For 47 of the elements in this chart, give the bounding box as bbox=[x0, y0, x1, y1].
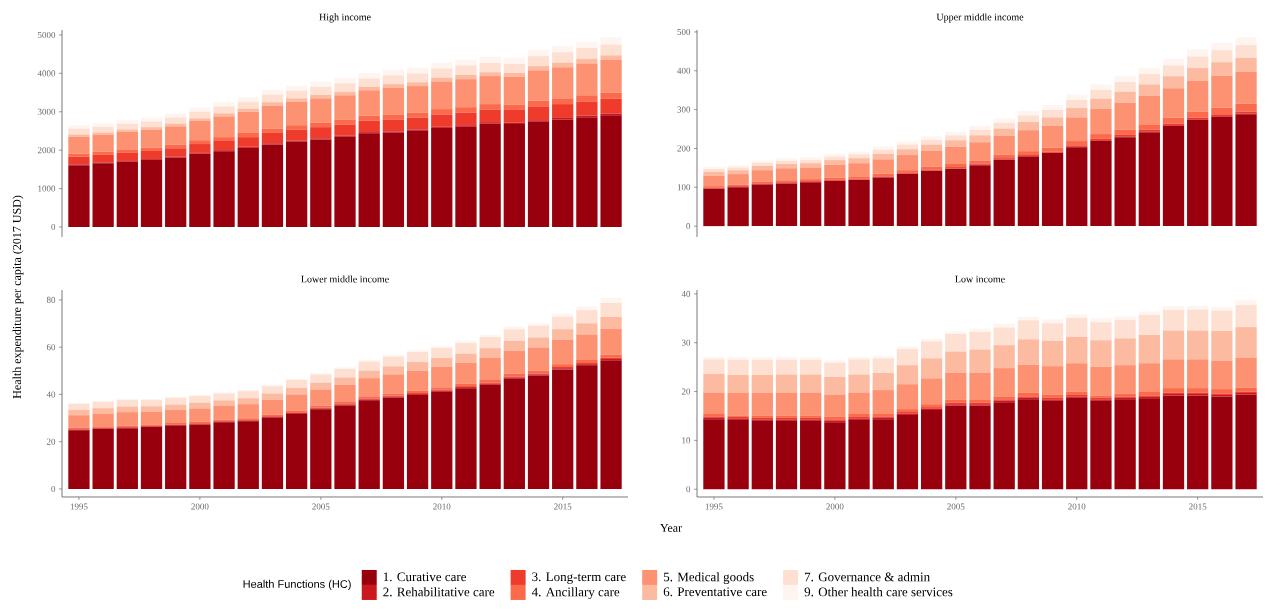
x-tick-label: 2015 bbox=[1189, 503, 1207, 510]
legend-label: 9. Other health care services bbox=[804, 587, 953, 597]
y-tick-label: 60 bbox=[46, 344, 56, 351]
y-tick-label: 40 bbox=[681, 290, 691, 297]
chart-title: Low income bbox=[955, 275, 1005, 283]
y-tick-label: 300 bbox=[677, 106, 691, 113]
y-tick-label: 80 bbox=[46, 296, 56, 303]
y-tick-label: 20 bbox=[46, 438, 56, 445]
x-tick-label: 2010 bbox=[1068, 503, 1086, 510]
x-tick-label: 2005 bbox=[947, 503, 965, 510]
x-tick-label: 1995 bbox=[705, 503, 723, 510]
y-tick-label: 400 bbox=[677, 67, 691, 74]
chart-title: High income bbox=[319, 13, 371, 23]
x-tick-label: 2000 bbox=[826, 503, 844, 510]
chart-title: Lower middle income bbox=[301, 275, 389, 283]
x-tick-label: 2005 bbox=[312, 503, 330, 510]
y-tick-label: 0 bbox=[51, 223, 56, 231]
y-tick-label: 100 bbox=[677, 184, 691, 191]
legend-label: 6. Preventative care bbox=[663, 587, 767, 597]
y-tick-label: 10 bbox=[682, 437, 691, 444]
chart-title: Upper middle income bbox=[936, 13, 1024, 23]
y-tick-label: 500 bbox=[677, 28, 691, 35]
x-tick-label: 2010 bbox=[433, 503, 451, 510]
x-axis-title: Year bbox=[660, 524, 682, 532]
x-tick-label: 2015 bbox=[554, 503, 572, 510]
y-tick-label: 0 bbox=[51, 485, 56, 492]
y-tick-label: 0 bbox=[686, 486, 691, 493]
legend-label: 2. Rehabilitative care bbox=[383, 587, 495, 597]
y-tick-label: 200 bbox=[677, 145, 691, 152]
legend-label: 7. Governance & admin bbox=[805, 572, 930, 582]
x-tick-label: 2000 bbox=[191, 503, 209, 510]
y-tick-label: 1000 bbox=[38, 185, 56, 192]
y-tick-label: 4000 bbox=[37, 70, 56, 77]
legend-label: 4. Ancillary care bbox=[531, 587, 620, 600]
y-axis-title: Health expenditure per capita (2017 USD) bbox=[12, 195, 24, 399]
y-tick-label: 20 bbox=[681, 388, 691, 395]
y-tick-label: 3000 bbox=[37, 108, 56, 115]
legend-label: 1. Curative care bbox=[383, 572, 467, 582]
legend-label: 5. Medical goods bbox=[663, 572, 754, 585]
y-tick-label: 40 bbox=[46, 391, 56, 398]
legend-title: Health Functions (HC) bbox=[243, 579, 351, 591]
y-tick-label: 2000 bbox=[37, 147, 56, 154]
x-tick-label: 1995 bbox=[70, 503, 88, 510]
y-tick-label: 0 bbox=[686, 223, 691, 230]
legend-label: 3. Long-term care bbox=[532, 572, 626, 584]
y-tick-label: 30 bbox=[681, 339, 691, 346]
y-tick-label: 5000 bbox=[38, 31, 56, 39]
